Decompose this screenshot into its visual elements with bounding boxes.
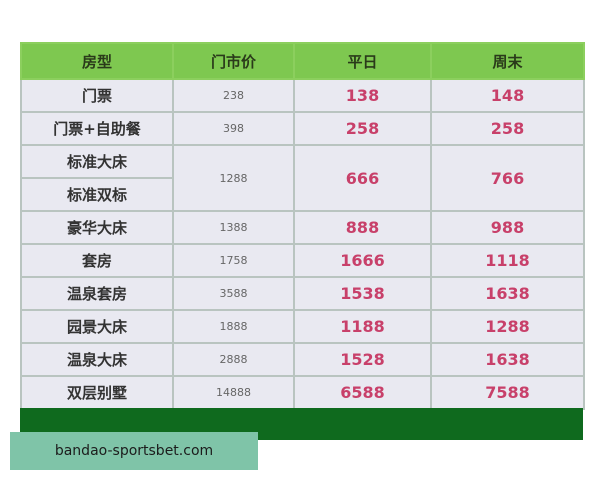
weekday-price: 1538 [293, 276, 432, 311]
table-row: 豪华大床 1388 888 988 [20, 210, 585, 245]
weekday-price: 666 [293, 144, 432, 212]
rack-rate: 1758 [172, 243, 295, 278]
weekday-price: 6588 [293, 375, 432, 410]
header-row: 房型 门市价 平日 周末 [20, 42, 585, 80]
room-name: 标准大床 [20, 144, 174, 179]
weekday-price: 258 [293, 111, 432, 146]
room-name: 门票+自助餐 [20, 111, 174, 146]
room-name: 套房 [20, 243, 174, 278]
table-row: 门票 238 138 148 [20, 78, 585, 113]
header-room-type: 房型 [20, 42, 174, 80]
table-row: 标准双标 [20, 177, 584, 212]
room-name: 园景大床 [20, 309, 174, 344]
room-name: 温泉大床 [20, 342, 174, 377]
rack-rate: 398 [172, 111, 295, 146]
weekday-price: 1528 [293, 342, 432, 377]
room-name: 双层别墅 [20, 375, 174, 410]
weekday-price: 888 [293, 210, 432, 245]
weekend-price: 258 [430, 111, 585, 146]
watermark-banner: bandao-sportsbet.com [10, 432, 258, 470]
rack-rate: 1288 [172, 144, 295, 212]
weekend-price: 1638 [430, 342, 585, 377]
weekend-price: 1288 [430, 309, 585, 344]
room-name: 豪华大床 [20, 210, 174, 245]
table-row: 温泉大床 2888 1528 1638 [20, 342, 585, 377]
weekend-price: 766 [430, 144, 585, 212]
weekday-price: 138 [293, 78, 432, 113]
weekend-price: 148 [430, 78, 585, 113]
room-name: 门票 [20, 78, 174, 113]
table-row: 门票+自助餐 398 258 258 [20, 111, 585, 146]
rack-rate: 2888 [172, 342, 295, 377]
header-rack-rate: 门市价 [172, 42, 295, 80]
weekend-price: 1118 [430, 243, 585, 278]
rack-rate: 1888 [172, 309, 295, 344]
price-table: 房型 门市价 平日 周末 门票 238 138 148 门票+自助餐 398 258 258 标… [20, 42, 585, 410]
weekday-price: 1666 [293, 243, 432, 278]
rack-rate: 3588 [172, 276, 295, 311]
header-weekend: 周末 [430, 42, 585, 80]
weekend-price: 1638 [430, 276, 585, 311]
table-row: 园景大床 1888 1188 1288 [20, 309, 585, 344]
room-name: 温泉套房 [20, 276, 174, 311]
weekend-price: 7588 [430, 375, 585, 410]
room-name: 标准双标 [20, 177, 174, 212]
table-row: 标准大床 1288 666 766 [20, 144, 585, 212]
table-row: 温泉套房 3588 1538 1638 [20, 276, 585, 311]
rack-rate: 14888 [172, 375, 295, 410]
weekend-price: 988 [430, 210, 585, 245]
rack-rate: 1388 [172, 210, 295, 245]
rack-rate: 238 [172, 78, 295, 113]
header-weekday: 平日 [293, 42, 432, 80]
table-row: 双层别墅 14888 6588 7588 [20, 375, 585, 410]
weekday-price: 1188 [293, 309, 432, 344]
table-row: 套房 1758 1666 1118 [20, 243, 585, 278]
